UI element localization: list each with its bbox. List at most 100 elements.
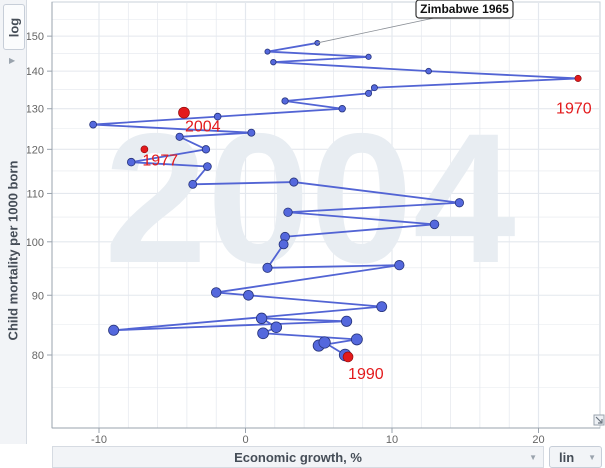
trail-segment	[92, 123, 253, 134]
y-tick-label: 130	[26, 104, 44, 116]
trail-point[interactable]	[262, 262, 273, 273]
trail-point[interactable]	[289, 177, 299, 187]
trail-segment	[272, 55, 370, 64]
trail-segment	[292, 181, 461, 204]
tooltip-box	[415, 0, 514, 19]
trail-segment	[247, 294, 383, 308]
trail-point[interactable]	[429, 219, 440, 230]
highlight-point[interactable]	[140, 145, 149, 154]
x-axis-title: Economic growth, %	[234, 450, 362, 465]
trail-point[interactable]	[247, 128, 256, 137]
trail-point[interactable]	[255, 312, 268, 324]
trail-point[interactable]	[270, 58, 277, 66]
trail-point[interactable]	[210, 287, 222, 298]
year-watermark: 2004	[104, 96, 516, 302]
y-axis-panel: log ▶ Child mortality per 1000 born	[0, 0, 27, 444]
highlight-point[interactable]	[178, 106, 190, 119]
trail-point[interactable]	[203, 162, 212, 171]
trail-point[interactable]	[264, 48, 271, 55]
resize-handle[interactable]	[593, 414, 605, 426]
grid	[51, 1, 601, 429]
trail-point[interactable]	[376, 301, 388, 313]
trail-segment	[284, 92, 370, 102]
y-axis-title[interactable]: Child mortality per 1000 born	[5, 160, 21, 340]
trail-point[interactable]	[108, 324, 120, 336]
trail-point[interactable]	[213, 112, 222, 121]
trail-segment	[130, 161, 209, 168]
trail-point[interactable]	[338, 105, 346, 113]
trail-point[interactable]	[454, 198, 464, 208]
trail-point[interactable]	[270, 321, 283, 333]
trail-segment	[178, 135, 207, 151]
trail-segment	[262, 332, 358, 341]
highlight-point[interactable]	[342, 351, 354, 363]
trail-point[interactable]	[175, 132, 184, 141]
x-axis-selector[interactable]: Economic growth, % ▼	[52, 446, 544, 468]
trail-segment	[215, 264, 401, 294]
highlight-year-label: 1970	[556, 100, 592, 117]
trail-segment	[284, 100, 344, 110]
x-tick-label: 10	[386, 434, 398, 446]
trail-segment	[284, 223, 436, 238]
highlight-year-label: 1977	[142, 152, 178, 169]
trail-point[interactable]	[257, 327, 269, 340]
axes: 80 90 100 110 120 130 140 150 -10 0 10 20	[26, 2, 600, 446]
trail-point[interactable]	[89, 120, 98, 129]
highlighted-years: 1990 1977 2004 1970	[140, 74, 592, 383]
x-tick-label: 20	[532, 434, 544, 446]
trail-segment	[373, 77, 579, 89]
trail-segment	[130, 148, 207, 164]
trail-segment	[112, 320, 348, 332]
highlight-year-label: 2004	[185, 119, 221, 136]
trail-segment	[178, 131, 253, 138]
highlight-point[interactable]	[574, 74, 582, 82]
trail-point[interactable]	[283, 207, 293, 217]
y-scale-button[interactable]: log	[3, 4, 25, 50]
y-tick-label: 150	[26, 31, 44, 43]
trail-segment	[266, 264, 401, 269]
trail-segment	[191, 181, 295, 186]
trail-point[interactable]	[365, 53, 372, 60]
trail-point[interactable]	[370, 84, 378, 92]
y-tick-label: 110	[26, 188, 44, 200]
trail-point[interactable]	[394, 260, 405, 271]
trail-point[interactable]	[188, 179, 198, 189]
x-scale-caret-icon: ▼	[588, 453, 596, 462]
trail-segment	[266, 50, 370, 58]
x-tick-label: -10	[91, 434, 107, 446]
highlight-year-label: 1990	[348, 366, 384, 383]
y-tick-label: 100	[26, 237, 44, 249]
y-tick-label: 140	[26, 66, 44, 78]
trail-segment	[427, 70, 579, 80]
y-tick-label: 120	[26, 144, 44, 156]
trail-segment	[287, 201, 461, 214]
entity-tooltip: Zimbabwe 1965	[317, 0, 514, 44]
y-scale-label: log	[6, 17, 22, 37]
trail-segment	[92, 115, 219, 126]
trail-point[interactable]	[281, 97, 289, 105]
x-tick-label: 0	[242, 434, 248, 446]
trail-point[interactable]	[365, 89, 373, 97]
x-scale-button[interactable]: lin ▼	[549, 446, 602, 468]
trail-point[interactable]	[243, 289, 254, 301]
trail-point[interactable]	[278, 239, 289, 250]
trail-point[interactable]	[201, 145, 211, 154]
trail-segment	[287, 211, 436, 226]
y-tick-label: 80	[32, 350, 44, 362]
tooltip-leader	[317, 17, 435, 44]
trail-segment	[216, 107, 344, 118]
x-caret-icon: ▼	[529, 453, 537, 462]
trail-point[interactable]	[425, 67, 432, 75]
trail-lines	[92, 42, 579, 358]
trail-point[interactable]	[318, 336, 331, 349]
y-caret-icon[interactable]: ▶	[9, 56, 16, 65]
trail-segment	[260, 317, 348, 323]
trail-point[interactable]	[341, 315, 353, 327]
x-scale-label: lin	[559, 450, 575, 465]
trail-point[interactable]	[126, 157, 136, 167]
trail-segment	[215, 291, 250, 297]
tooltip-text: Zimbabwe 1965	[420, 2, 509, 16]
y-tick-label: 90	[32, 290, 44, 302]
trail-point[interactable]	[350, 333, 363, 346]
